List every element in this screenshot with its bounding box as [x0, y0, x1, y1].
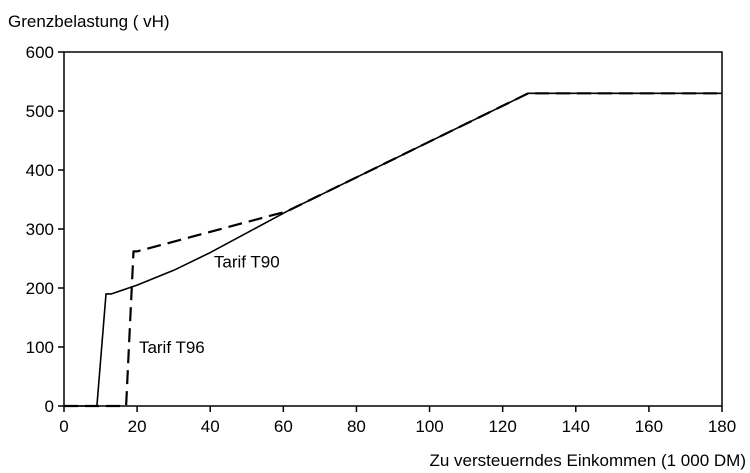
y-tick-label: 400 — [26, 161, 54, 180]
x-tick-label: 80 — [347, 417, 366, 436]
y-tick-label: 500 — [26, 102, 54, 121]
x-tick-label: 20 — [128, 417, 147, 436]
series-annotation-label: Tarif T96 — [139, 338, 205, 357]
x-tick-label: 60 — [274, 417, 293, 436]
x-axis-title: Zu versteuerndes Einkommen (1 000 DM) — [429, 451, 746, 470]
y-tick-label: 200 — [26, 279, 54, 298]
series-annotation-label: Tarif T90 — [214, 252, 280, 271]
y-tick-label: 600 — [26, 43, 54, 62]
y-axis-title: Grenzbelastung ( vH) — [8, 12, 170, 31]
x-tick-label: 0 — [59, 417, 68, 436]
axis-ticks: 0 100 200 300 400 500 600 0 20 40 60 80 100 120 140 160… — [26, 43, 737, 436]
x-tick-label: 120 — [488, 417, 516, 436]
x-tick-label: 140 — [562, 417, 590, 436]
x-tick-label: 160 — [635, 417, 663, 436]
series-line-tarif-t90 — [64, 92, 722, 407]
y-tick-label: 0 — [45, 397, 54, 416]
series-annotations: Tarif T90 Tarif T96 — [139, 252, 280, 357]
y-tick-label: 100 — [26, 338, 54, 357]
series-lines — [64, 92, 722, 408]
x-tick-label: 100 — [415, 417, 443, 436]
x-tick-label: 40 — [201, 417, 220, 436]
x-tick-label: 180 — [708, 417, 736, 436]
series-line-tarif-t96 — [64, 92, 722, 408]
y-tick-label: 300 — [26, 220, 54, 239]
